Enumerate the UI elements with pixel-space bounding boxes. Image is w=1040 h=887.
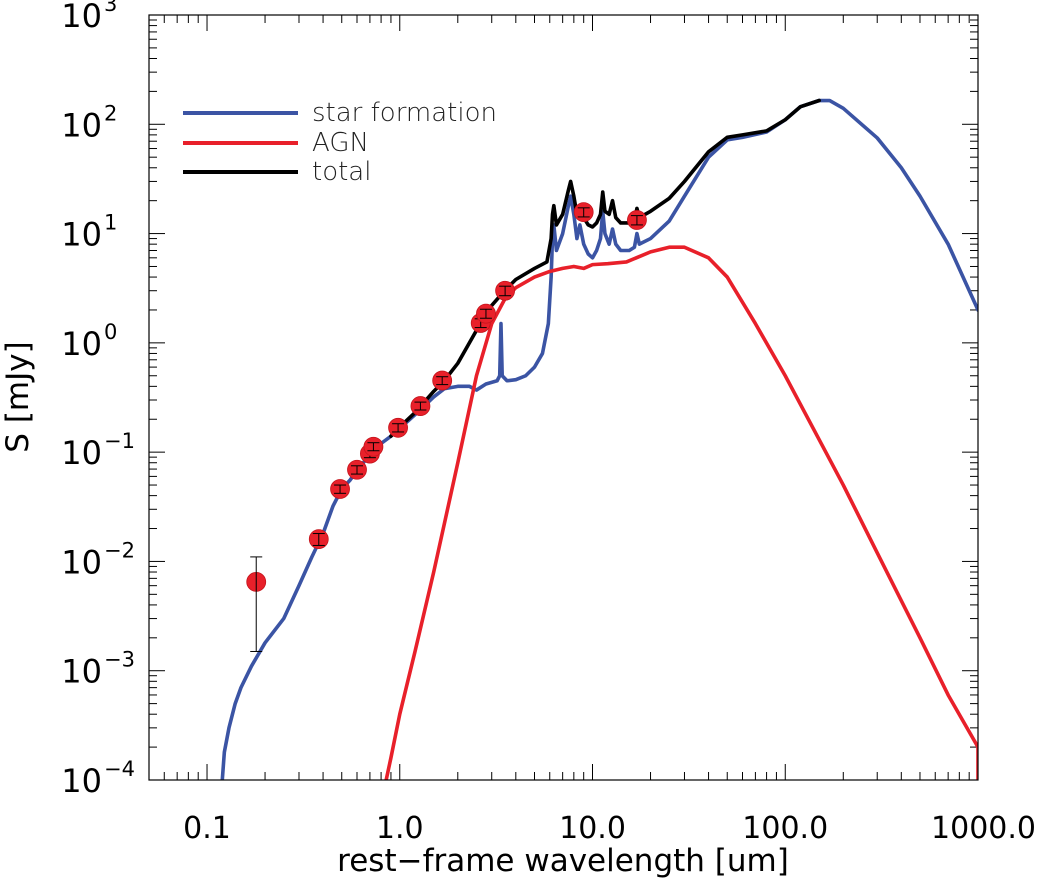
y-tick-base: 10 [61,106,102,144]
y-tick-base: 10 [61,762,102,800]
data-point [330,479,350,499]
legend: star formation AGN total [183,98,497,187]
x-tick-labels: 0.1 1.0 10.0 100.0 1000.0 [183,811,1036,846]
data-point [347,459,367,480]
y-tick-exponent: −2 [104,538,135,562]
data-points-layer [246,202,647,652]
axis-ticks [148,15,978,781]
data-point [410,396,431,416]
legend-label-star-formation: star formation [312,98,497,128]
legend-label-agn: AGN [312,128,369,158]
y-tick-exponent: 1 [104,211,117,235]
data-point [432,370,453,391]
x-tick-label: 1000.0 [931,811,1036,846]
y-tick-exponent: −3 [104,648,135,672]
y-tick-base: 10 [61,216,102,254]
y-tick-base: 10 [61,325,102,363]
data-point [495,280,516,301]
y-tick-exponent: −4 [104,757,135,781]
y-tick-label: 10 −4 [61,757,135,800]
y-tick-exponent: 0 [104,320,117,344]
data-point [363,436,384,457]
y-tick-label: 10 2 [61,101,117,144]
data-point [246,556,267,652]
x-axis-title: rest−frame wavelength [um] [337,843,789,879]
data-point [573,202,594,223]
y-tick-exponent: 2 [104,101,117,125]
y-tick-base: 10 [61,0,102,35]
y-tick-label: 10 −2 [61,538,135,581]
x-tick-label: 10.0 [559,811,626,846]
y-tick-label: 10 1 [61,211,117,254]
y-tick-base: 10 [61,653,102,691]
data-point [476,303,496,324]
y-tick-exponent: 3 [104,0,117,16]
y-axis-title: S [mJy] [0,341,36,452]
data-point [388,417,408,438]
y-tick-exponent: −1 [104,429,135,453]
y-tick-label: 10 −3 [61,648,135,691]
x-tick-label: 100.0 [742,811,828,846]
plot-frame [148,14,979,781]
data-point [627,210,647,230]
series-line-agn [384,245,978,780]
y-tick-label: 10 0 [61,320,117,363]
y-tick-base: 10 [61,434,102,472]
data-point [308,529,329,550]
series-line-star-formation [220,98,978,780]
x-tick-label: 0.1 [183,811,231,846]
x-tick-label: 1.0 [376,811,424,846]
y-tick-base: 10 [61,543,102,581]
y-tick-label: 10 3 [61,0,117,35]
y-tick-label: 10 −1 [61,429,135,472]
legend-label-total: total [312,157,371,187]
